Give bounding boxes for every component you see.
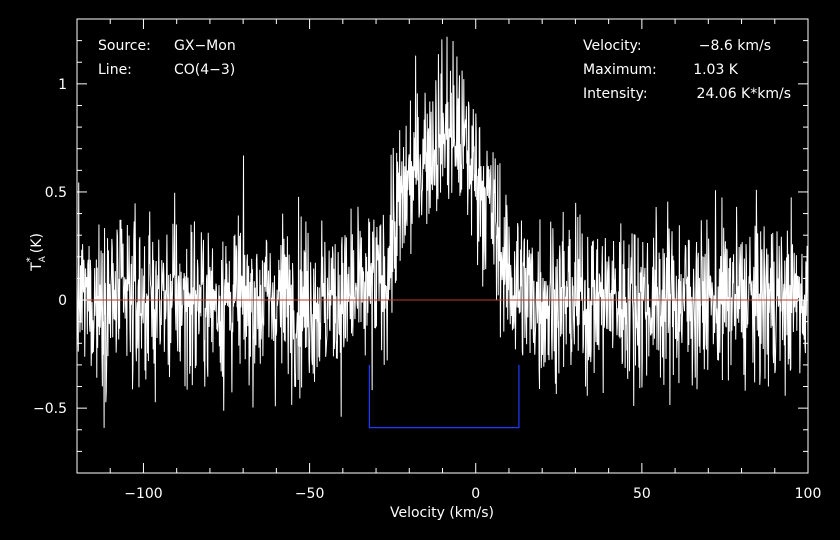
maximum-value: 1.03 K bbox=[693, 62, 739, 78]
x-axis-title: Velocity (km/s) bbox=[390, 505, 494, 521]
y-axis-title-unit: (K) bbox=[29, 233, 45, 253]
source-value: GX−Mon bbox=[174, 38, 236, 54]
x-tick-label: 50 bbox=[633, 486, 651, 502]
y-axis-title: TA* (K) bbox=[25, 233, 48, 272]
tick-labels-layer: −100 −50 0 50 100 −0.5 0 0.5 1 bbox=[33, 77, 821, 502]
y-tick-label: 1 bbox=[58, 77, 67, 93]
x-tick-label: −50 bbox=[295, 486, 325, 502]
y-axis-title-main: T bbox=[29, 262, 45, 272]
x-tick-label: 0 bbox=[471, 486, 480, 502]
y-axis-title-sub: A bbox=[38, 255, 48, 262]
x-tick-label: −100 bbox=[124, 486, 162, 502]
y-tick-label: 0.5 bbox=[45, 185, 67, 201]
maximum-label: Maximum: bbox=[583, 62, 657, 78]
svg-text:TA*(K): TA* (K) bbox=[25, 233, 48, 272]
line-value: CO(4−3) bbox=[174, 62, 235, 78]
y-tick-label: 0 bbox=[58, 293, 67, 309]
source-label: Source: bbox=[98, 38, 151, 54]
x-tick-label: 100 bbox=[795, 486, 822, 502]
intensity-label: Intensity: bbox=[583, 86, 648, 102]
velocity-label: Velocity: bbox=[583, 38, 642, 54]
velocity-value: −8.6 km/s bbox=[699, 38, 771, 54]
spectrum-layer bbox=[76, 36, 809, 428]
integration-window-box bbox=[368, 364, 520, 429]
ticks-layer bbox=[76, 18, 809, 474]
y-axis-title-sup: * bbox=[25, 257, 36, 262]
intensity-value: 24.06 K*km/s bbox=[697, 86, 791, 102]
y-tick-label: −0.5 bbox=[33, 401, 67, 417]
spectrum-series-line bbox=[76, 36, 809, 428]
line-label: Line: bbox=[98, 62, 132, 78]
